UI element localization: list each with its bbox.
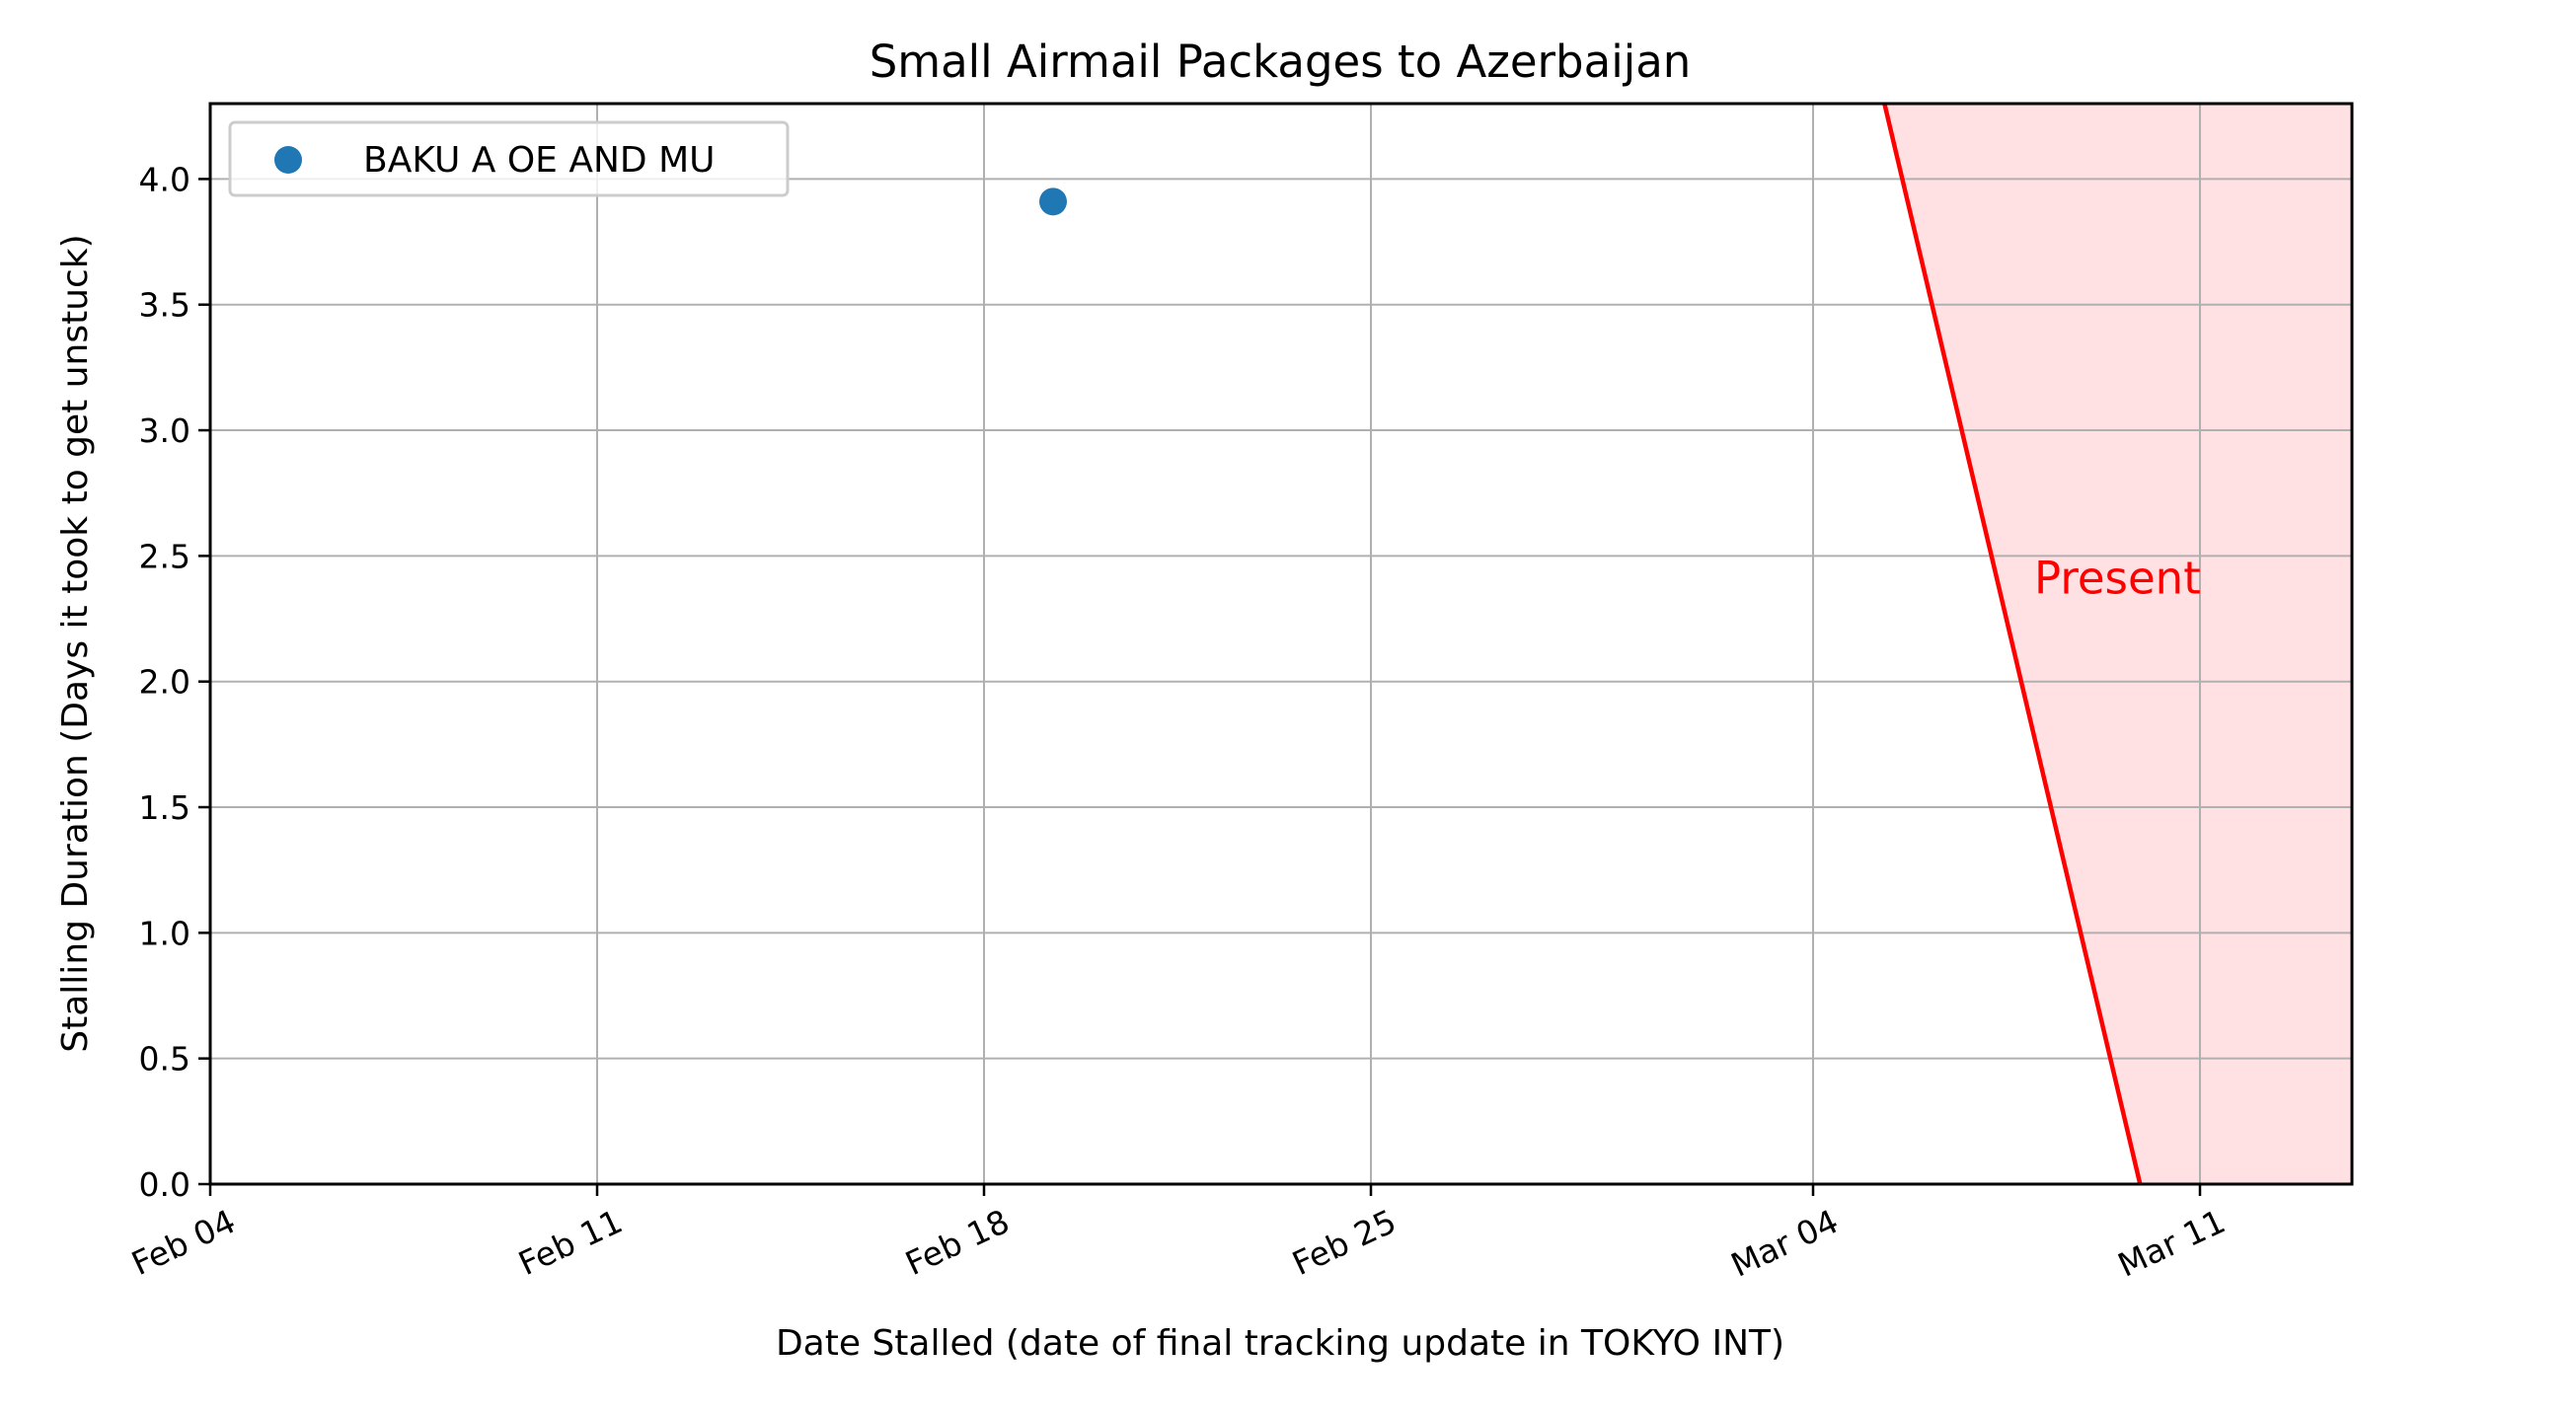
x-tick-label: Mar 11 (2112, 1202, 2231, 1285)
legend: BAKU A OE AND MU (228, 120, 790, 197)
chart-title: Small Airmail Packages to Azerbaijan (870, 36, 1692, 88)
x-axis-label: Date Stalled (date of final tracking upd… (776, 1323, 1784, 1364)
plot-frame (208, 102, 2354, 1186)
legend-label: BAKU A OE AND MU (363, 140, 715, 181)
x-tick-label: Feb 11 (512, 1202, 628, 1283)
x-tick-label: Feb 18 (899, 1202, 1015, 1283)
legend-box (228, 120, 790, 197)
y-tick-label: 3.5 (139, 286, 190, 325)
y-tick-label: 2.0 (139, 663, 190, 702)
y-tick-label: 0.0 (139, 1165, 190, 1204)
y-axis-label: Stalling Duration (Days it took to get u… (55, 234, 96, 1052)
y-tick-label: 1.5 (139, 788, 190, 827)
y-tick-label: 4.0 (139, 160, 190, 198)
y-axis-ticks: 0.0 0.5 1.0 1.5 2.0 2.5 3.0 3.5 4.0 (139, 160, 210, 1204)
x-tick-label: Feb 25 (1286, 1202, 1402, 1283)
y-tick-label: 2.5 (139, 537, 190, 575)
present-shade (1884, 104, 2352, 1184)
x-axis-ticks: Feb 04 Feb 11 Feb 18 Feb 25 Mar 04 Mar 11 (125, 1184, 2231, 1285)
data-point (1039, 187, 1067, 216)
x-tick-label: Mar 04 (1725, 1202, 1844, 1285)
data-points (1039, 187, 1067, 216)
present-line (1882, 103, 2143, 1185)
present-marker: Present (1882, 103, 2201, 1185)
y-tick-label: 0.5 (139, 1040, 190, 1079)
x-tick-label: Feb 04 (125, 1202, 241, 1283)
present-label: Present (2034, 553, 2201, 605)
legend-marker (274, 146, 302, 174)
grid-lines (209, 104, 2352, 1185)
present-shaded-region (1884, 104, 2352, 1184)
y-tick-label: 1.0 (139, 914, 190, 952)
y-tick-label: 3.0 (139, 411, 190, 450)
